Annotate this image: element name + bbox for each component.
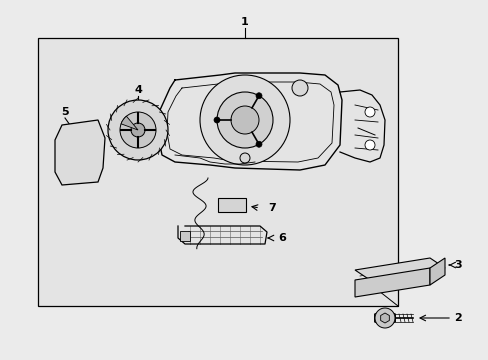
- Circle shape: [131, 123, 145, 137]
- Circle shape: [214, 117, 220, 123]
- Text: 5: 5: [61, 107, 69, 117]
- Circle shape: [108, 100, 168, 160]
- Text: 6: 6: [278, 233, 285, 243]
- Polygon shape: [354, 258, 444, 280]
- Circle shape: [256, 93, 262, 99]
- Circle shape: [230, 106, 259, 134]
- Bar: [180, 231, 190, 241]
- Polygon shape: [380, 313, 388, 323]
- Polygon shape: [55, 120, 105, 185]
- Circle shape: [200, 75, 289, 165]
- Text: 2: 2: [453, 313, 461, 323]
- Circle shape: [120, 112, 156, 148]
- Polygon shape: [374, 310, 395, 326]
- Text: 4: 4: [134, 85, 142, 95]
- Text: 1: 1: [241, 17, 248, 27]
- Circle shape: [364, 107, 374, 117]
- Circle shape: [364, 140, 374, 150]
- Circle shape: [217, 92, 272, 148]
- Polygon shape: [354, 268, 429, 297]
- Text: 7: 7: [267, 203, 275, 213]
- Bar: [38, 38, 397, 306]
- Bar: [218, 198, 245, 212]
- Text: 3: 3: [453, 260, 461, 270]
- Polygon shape: [429, 258, 444, 285]
- Circle shape: [374, 308, 394, 328]
- Circle shape: [256, 141, 262, 147]
- Circle shape: [240, 153, 249, 163]
- Wedge shape: [121, 116, 138, 130]
- Circle shape: [291, 80, 307, 96]
